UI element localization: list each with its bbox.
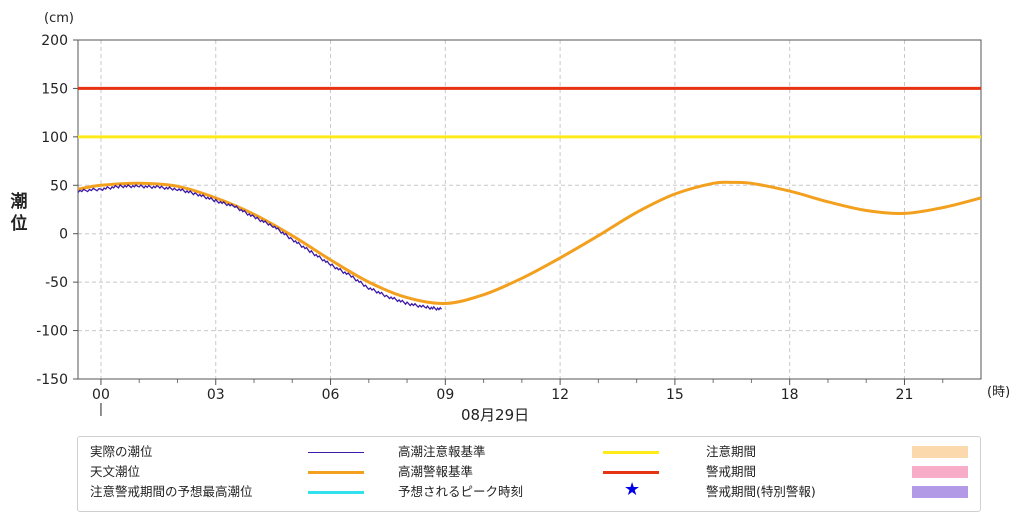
legend-label: 高潮警報基準	[398, 464, 474, 479]
legend-label: 警戒期間(特別警報)	[706, 484, 816, 499]
y-tick-label: 200	[41, 33, 68, 49]
legend-label: 注意警戒期間の予想最高潮位	[90, 484, 253, 499]
legend-label: 天文潮位	[90, 464, 141, 479]
series-line-astronomical-tide	[77, 180, 982, 306]
legend-swatch-advisory-level	[603, 451, 659, 454]
y-tick-label: 100	[41, 130, 68, 146]
legend-label: 予想されるピーク時刻	[398, 484, 524, 499]
x-tick-label: 03	[207, 387, 225, 403]
legend-label: 注意期間	[706, 444, 757, 459]
legend-swatch-special-warning-period	[912, 486, 968, 498]
legend-item-actual-tide: 実際の潮位	[90, 443, 380, 461]
y-axis-label-2: 位	[10, 214, 28, 234]
legend-swatch-warning-level	[603, 471, 659, 474]
legend-label: 高潮注意報基準	[398, 444, 486, 459]
x-tick-label: 00	[92, 387, 110, 403]
y-tick-label: 0	[59, 227, 68, 243]
legend-item-advisory-period: 注意期間	[706, 443, 976, 461]
star-icon: ★	[624, 479, 641, 500]
legend-item-forecast-max: 注意警戒期間の予想最高潮位	[90, 483, 380, 501]
x-tick-label: 06	[322, 387, 340, 403]
y-tick-label: 150	[41, 81, 68, 97]
legend-item-special-warning-period: 警戒期間(特別警報)	[706, 483, 976, 501]
x-tick-label: 09	[436, 387, 454, 403]
plot-frame	[77, 39, 982, 380]
y-tick-label: -50	[45, 275, 68, 291]
y-tick-label: -150	[36, 372, 68, 388]
legend-item-warning-level: 高潮警報基準	[398, 463, 688, 481]
y-tick-label: -100	[36, 324, 68, 340]
legend-swatch-forecast-max	[308, 491, 364, 494]
x-tick-label: 18	[781, 387, 799, 403]
legend-item-warning-period: 警戒期間	[706, 463, 976, 481]
y-axis-unit: (cm)	[44, 11, 74, 26]
x-tick-label: 21	[896, 387, 914, 403]
tide-chart: 200 150 100 50 0 -50 -100 -150 00 03 06 09 12 15 18 21 (…	[36, 11, 1010, 424]
legend: 実際の潮位 天文潮位 注意警戒期間の予想最高潮位 高潮注意報基準 高潮警報基準 …	[77, 436, 981, 512]
legend-label: 実際の潮位	[90, 444, 153, 459]
legend-label: 警戒期間	[706, 464, 757, 479]
x-tick-label: 15	[666, 387, 684, 403]
y-axis-label-1: 潮	[10, 192, 28, 212]
legend-swatch-advisory-period	[912, 446, 968, 458]
legend-item-advisory-level: 高潮注意報基準	[398, 443, 688, 461]
x-tick-label: 12	[551, 387, 569, 403]
x-axis-unit: (時)	[987, 385, 1010, 400]
y-tick-label: 50	[50, 178, 68, 194]
legend-swatch-warning-period	[912, 466, 968, 478]
date-label: 08月29日	[461, 406, 529, 424]
legend-swatch-astronomical-tide	[308, 471, 364, 474]
series-line-actual-tide	[77, 183, 443, 312]
legend-item-astronomical-tide: 天文潮位	[90, 463, 380, 481]
legend-swatch-actual-tide	[308, 452, 364, 453]
legend-item-peak-time: 予想されるピーク時刻 ★	[398, 479, 688, 501]
